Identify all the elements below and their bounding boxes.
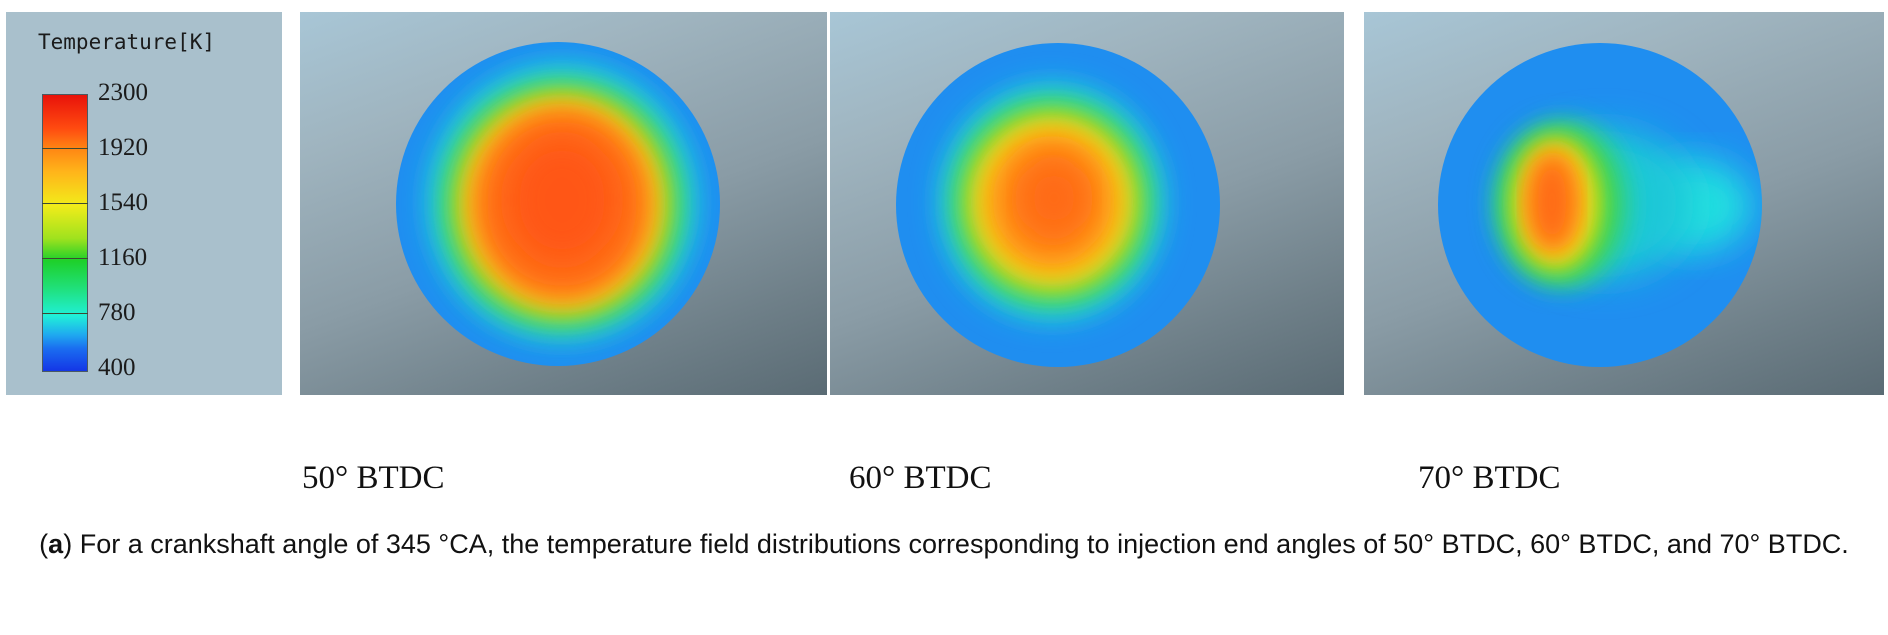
legend-tick-400: 400 — [98, 354, 136, 381]
temperature-field-image — [396, 42, 720, 366]
legend-tick-line — [42, 203, 88, 204]
panel-label-60: 60° BTDC — [849, 460, 992, 496]
temperature-field-60-btdc — [830, 12, 1344, 395]
temperature-field-image — [896, 43, 1220, 367]
temperature-field-70-btdc — [1364, 12, 1884, 395]
legend-tick-1160: 1160 — [98, 244, 148, 271]
temperature-field-image — [1438, 43, 1762, 367]
legend-tick-2300: 2300 — [98, 79, 148, 106]
legend-tick-line — [42, 313, 88, 314]
caption-tag: a — [48, 529, 64, 559]
figure-caption: (a) For a crankshaft angle of 345 °CA, t… — [39, 529, 1849, 559]
temperature-field-50-btdc — [300, 12, 827, 395]
legend-tick-line — [42, 258, 88, 259]
legend-tick-1920: 1920 — [98, 134, 148, 161]
panel-label-70: 70° BTDC — [1418, 460, 1561, 496]
legend-tick-1540: 1540 — [98, 189, 148, 216]
panel-label-50: 50° BTDC — [302, 460, 445, 496]
legend-title: Temperature[K] — [38, 30, 216, 54]
legend-color-bar — [42, 94, 88, 372]
legend-tick-780: 780 — [98, 299, 136, 326]
caption-text: For a crankshaft angle of 345 °CA, the t… — [72, 529, 1849, 559]
legend-tick-line — [42, 148, 88, 149]
